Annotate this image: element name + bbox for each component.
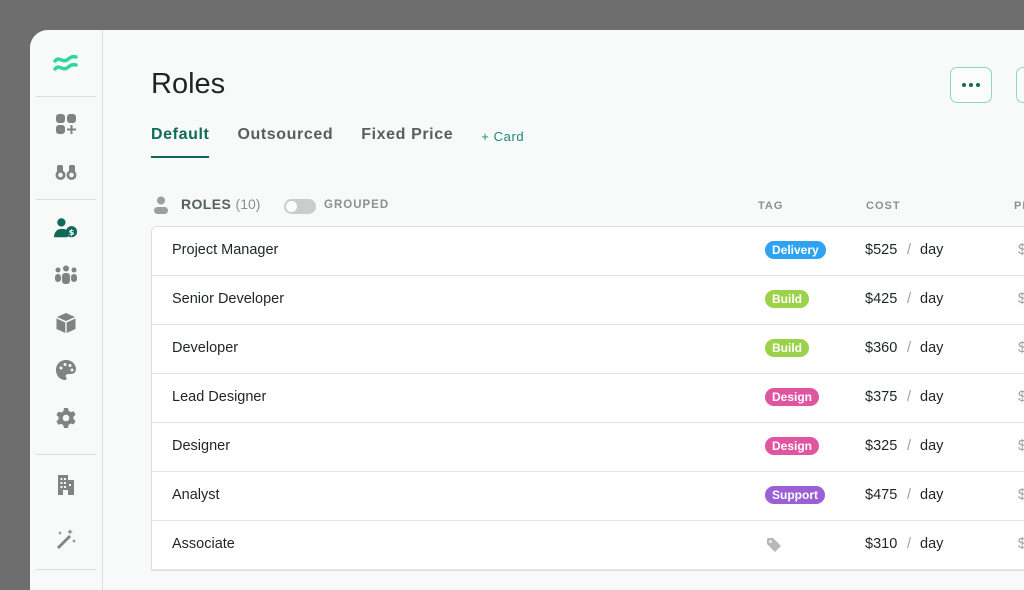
cost-unit: day [920, 389, 944, 405]
tag-icon[interactable] [766, 537, 782, 556]
role-name[interactable]: Designer [172, 438, 231, 454]
team-icon[interactable] [54, 263, 78, 287]
column-header-cost[interactable]: COST [866, 200, 901, 212]
gear-icon[interactable] [54, 406, 78, 430]
role-name[interactable]: Developer [172, 340, 239, 356]
role-price: $ [1018, 487, 1024, 503]
role-cost: $310 [865, 536, 898, 552]
cube-icon[interactable] [54, 311, 78, 335]
cost-unit: day [920, 291, 944, 307]
separator: / [907, 291, 912, 307]
sidebar-divider [36, 454, 96, 455]
tab-fixed-price[interactable]: Fixed Price [361, 126, 454, 143]
cost-unit: day [920, 340, 944, 356]
binoculars-icon[interactable] [54, 160, 78, 184]
add-card-button[interactable]: + Card [481, 129, 525, 144]
separator: / [907, 340, 912, 356]
tag-badge[interactable]: Delivery [765, 241, 826, 259]
table-header: ROLES (10) GROUPED TAG COST PRICE [151, 196, 1024, 216]
cost-unit: day [920, 536, 944, 552]
role-cost: $360 [865, 340, 898, 356]
tag-badge[interactable]: Design [765, 388, 820, 406]
sidebar: $ [30, 30, 103, 590]
sidebar-divider [36, 569, 96, 570]
tab-outsourced[interactable]: Outsourced [237, 126, 334, 143]
separator: / [907, 536, 912, 552]
role-price: $ [1018, 536, 1024, 552]
user-icon [154, 196, 168, 214]
table-row[interactable]: Developer Build $360 / day $ [152, 325, 1024, 374]
wave-logo-icon[interactable] [52, 52, 80, 76]
tab-default[interactable]: Default [151, 126, 210, 158]
svg-text:$: $ [69, 227, 75, 237]
table-row[interactable]: Analyst Support $475 / day $ [152, 472, 1024, 521]
role-cost: $325 [865, 438, 898, 454]
role-name[interactable]: Project Manager [172, 242, 279, 258]
palette-icon[interactable] [54, 358, 78, 382]
sidebar-divider [36, 199, 96, 200]
table-row[interactable]: Associate $310 / day $ [152, 521, 1024, 570]
cost-unit: day [920, 242, 944, 258]
tab-bar: Default Outsourced Fixed Price + Card [151, 126, 524, 158]
tag-badge[interactable]: Build [765, 290, 809, 308]
magic-wand-icon[interactable] [54, 527, 78, 551]
tag-badge[interactable]: Design [765, 437, 820, 455]
building-icon[interactable] [54, 473, 78, 497]
roles-count: (10) [235, 196, 261, 212]
role-name[interactable]: Senior Developer [172, 291, 285, 307]
column-header-tag[interactable]: TAG [758, 200, 784, 212]
ellipsis-icon [962, 83, 966, 87]
cost-unit: day [920, 438, 944, 454]
tag-badge[interactable]: Support [765, 486, 825, 504]
sidebar-divider [36, 96, 96, 97]
separator: / [907, 389, 912, 405]
tag-badge[interactable]: Build [765, 339, 809, 357]
grouped-toggle[interactable] [284, 199, 316, 214]
table-row[interactable]: Senior Developer Build $425 / day $ [152, 276, 1024, 325]
column-header-price[interactable]: PRICE [1014, 200, 1024, 212]
role-cost: $425 [865, 291, 898, 307]
role-name[interactable]: Lead Designer [172, 389, 267, 405]
role-cost: $475 [865, 487, 898, 503]
role-price: $ [1018, 389, 1024, 405]
roles-heading: ROLES (10) [181, 196, 261, 212]
separator: / [907, 242, 912, 258]
role-name[interactable]: Analyst [172, 487, 220, 503]
main-content: Roles Default Outsourced Fixed Price + C… [104, 30, 1024, 590]
role-price: $ [1018, 438, 1024, 454]
separator: / [907, 438, 912, 454]
dashboard-add-icon[interactable] [54, 112, 78, 136]
grouped-label: GROUPED [324, 199, 390, 211]
role-name[interactable]: Associate [172, 536, 235, 552]
more-options-button[interactable] [950, 67, 992, 103]
table-row[interactable]: Lead Designer Design $375 / day $ [152, 374, 1024, 423]
header-button[interactable] [1016, 67, 1024, 103]
app-window: $ Roles Default Outsourced Fixed Price +… [30, 30, 1024, 590]
table-row[interactable]: Project Manager Delivery $525 / day $ [152, 227, 1024, 276]
roles-table: Project Manager Delivery $525 / day $ Seni… [151, 226, 1024, 571]
role-cost: $375 [865, 389, 898, 405]
role-price: $ [1018, 242, 1024, 258]
page-title: Roles [151, 68, 226, 100]
user-dollar-icon[interactable]: $ [54, 216, 78, 240]
role-price: $ [1018, 291, 1024, 307]
separator: / [907, 487, 912, 503]
table-row[interactable]: Designer Design $325 / day $ [152, 423, 1024, 472]
role-cost: $525 [865, 242, 898, 258]
cost-unit: day [920, 487, 944, 503]
role-price: $ [1018, 340, 1024, 356]
